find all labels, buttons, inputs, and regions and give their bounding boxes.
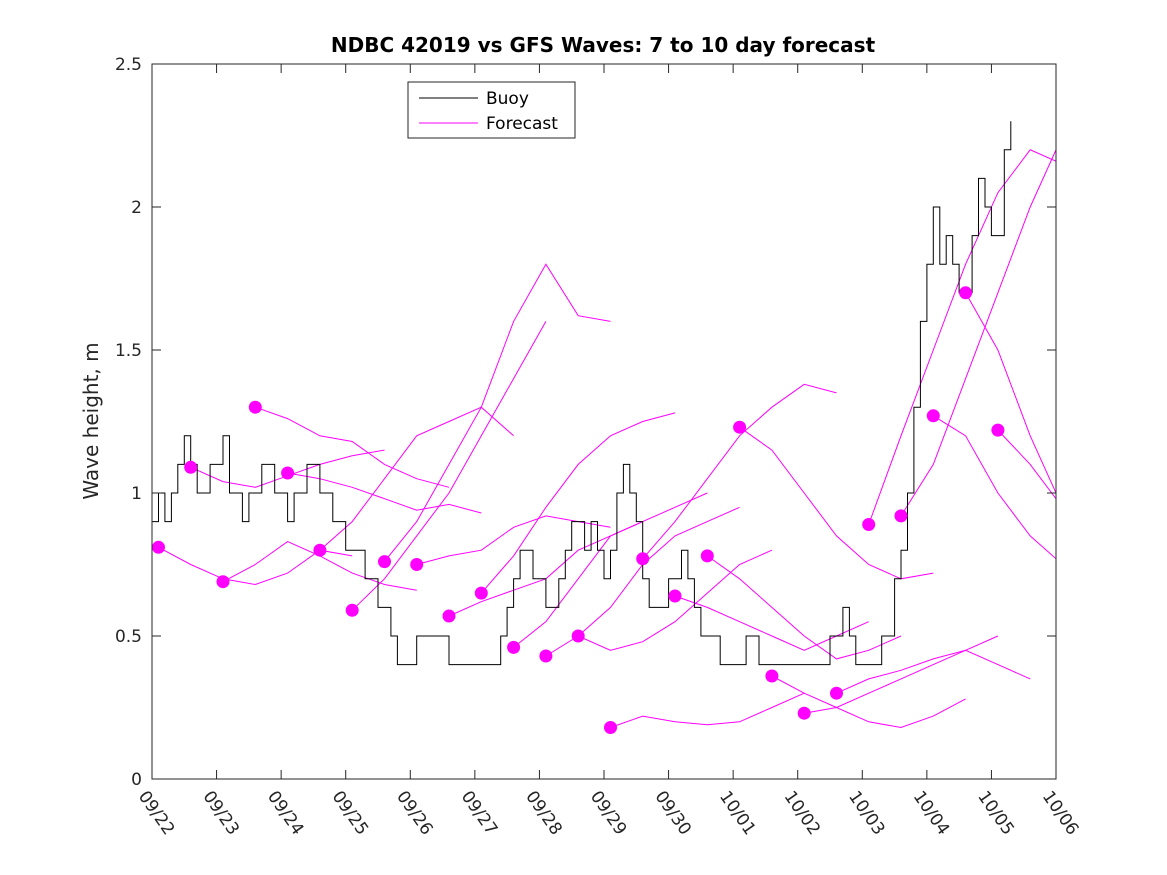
forecast-start-point-21 <box>797 706 811 720</box>
forecast-start-point-24 <box>894 509 908 523</box>
forecast-start-point-23 <box>862 518 876 531</box>
forecast-start-point-26 <box>959 286 973 300</box>
forecast-start-point-12 <box>507 640 521 654</box>
forecast-start-point-8 <box>378 555 391 569</box>
forecast-line-24 <box>900 148 1056 517</box>
y-tick-label-1: 0.5 <box>115 627 142 647</box>
forecast-line-22 <box>836 649 1031 694</box>
forecast-line-11 <box>480 412 676 594</box>
forecast-line-20 <box>771 675 966 729</box>
forecast-start-point-15 <box>604 721 617 734</box>
forecast-start-point-4 <box>248 400 262 414</box>
y-tick-label-0: 0 <box>131 770 142 790</box>
forecast-start-point-27 <box>991 423 1005 437</box>
forecast-start-point-22 <box>830 686 843 700</box>
forecast-start-point-17 <box>668 589 682 603</box>
legend: Buoy Forecast <box>407 81 576 139</box>
forecast-start-point-14 <box>571 629 585 643</box>
y-axis-label: Wave height, m <box>79 342 103 499</box>
forecast-line-12 <box>513 492 708 648</box>
forecast-line-8 <box>384 263 611 562</box>
forecast-line-4 <box>255 406 450 488</box>
legend-box <box>407 81 576 139</box>
y-tick-label-3: 1.5 <box>115 341 142 361</box>
y-axis: 0 0.5 1 1.5 2 2.5 <box>115 55 1056 790</box>
forecast-start-point-13 <box>539 649 553 663</box>
forecast-start-point-18 <box>700 549 714 563</box>
buoy-series-group <box>152 121 1012 666</box>
forecast-start-point-7 <box>345 603 359 617</box>
forecast-start-point-11 <box>474 586 488 600</box>
legend-buoy-label: Buoy <box>486 89 529 109</box>
forecast-start-point-9 <box>410 558 424 571</box>
plot-area <box>152 121 1056 734</box>
forecast-line-14 <box>577 549 773 651</box>
forecast-start-point-3 <box>216 575 230 589</box>
buoy-line <box>152 121 1012 666</box>
forecast-line-15 <box>610 692 805 728</box>
forecast-start-point-5 <box>281 466 295 480</box>
y-tick-label-2: 1 <box>131 484 142 504</box>
forecast-line-23 <box>868 149 1056 525</box>
forecast-start-point-25 <box>926 409 940 423</box>
chart-title: NDBC 42019 vs GFS Waves: 7 to 10 day for… <box>331 33 876 57</box>
forecast-start-point-16 <box>636 552 650 566</box>
forecast-start-markers <box>152 286 1005 734</box>
forecast-line-16 <box>642 383 837 560</box>
forecast-line-27 <box>997 429 1056 500</box>
forecast-start-point-6 <box>313 543 327 557</box>
forecast-line-25 <box>933 415 1056 560</box>
legend-forecast-label: Forecast <box>486 114 558 134</box>
forecast-line-7 <box>351 321 547 611</box>
forecast-start-point-20 <box>765 669 779 683</box>
forecast-start-point-2 <box>184 460 198 474</box>
forecast-start-point-1 <box>152 540 165 554</box>
forecast-start-point-10 <box>442 609 456 623</box>
y-tick-label-5: 2.5 <box>115 55 142 75</box>
y-tick-label-4: 2 <box>131 198 142 218</box>
forecast-start-point-19 <box>733 420 747 434</box>
forecast-line-26 <box>965 292 1056 495</box>
forecast-line-18 <box>707 555 902 660</box>
